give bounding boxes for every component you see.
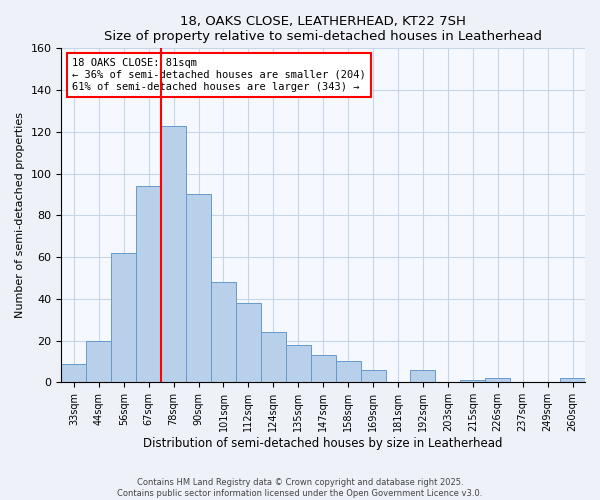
Bar xyxy=(161,126,186,382)
Bar xyxy=(136,186,161,382)
Bar xyxy=(111,253,136,382)
Bar xyxy=(410,370,436,382)
Bar xyxy=(286,345,311,383)
Bar xyxy=(361,370,386,382)
Bar xyxy=(186,194,211,382)
Bar xyxy=(261,332,286,382)
Text: Contains HM Land Registry data © Crown copyright and database right 2025.
Contai: Contains HM Land Registry data © Crown c… xyxy=(118,478,482,498)
Bar xyxy=(460,380,485,382)
Bar xyxy=(485,378,510,382)
Bar xyxy=(560,378,585,382)
Y-axis label: Number of semi-detached properties: Number of semi-detached properties xyxy=(15,112,25,318)
Title: 18, OAKS CLOSE, LEATHERHEAD, KT22 7SH
Size of property relative to semi-detached: 18, OAKS CLOSE, LEATHERHEAD, KT22 7SH Si… xyxy=(104,15,542,43)
Bar xyxy=(86,340,111,382)
X-axis label: Distribution of semi-detached houses by size in Leatherhead: Distribution of semi-detached houses by … xyxy=(143,437,503,450)
Bar xyxy=(335,362,361,382)
Bar xyxy=(236,303,261,382)
Text: 18 OAKS CLOSE: 81sqm
← 36% of semi-detached houses are smaller (204)
61% of semi: 18 OAKS CLOSE: 81sqm ← 36% of semi-detac… xyxy=(72,58,365,92)
Bar xyxy=(211,282,236,382)
Bar xyxy=(61,364,86,382)
Bar xyxy=(311,355,335,382)
